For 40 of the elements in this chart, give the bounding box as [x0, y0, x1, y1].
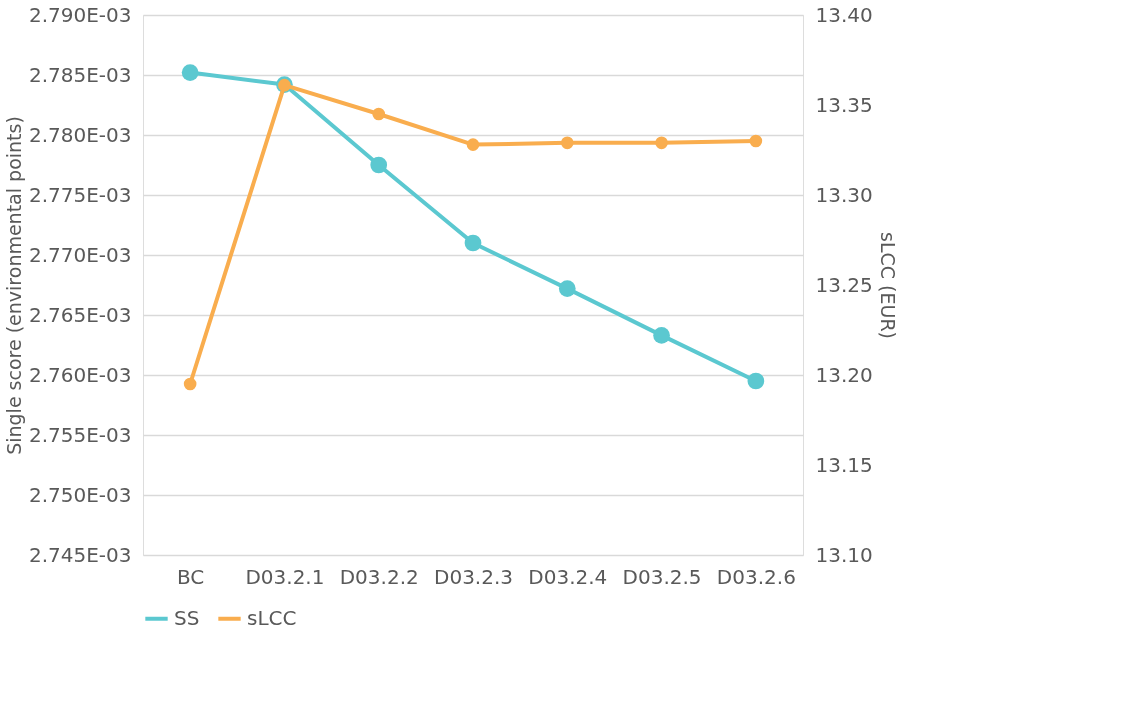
y-tick-label: 2.775E-03 — [28, 182, 132, 207]
y2-tick-label: 13.10 — [815, 542, 873, 567]
x-tick-label: D03.2.3 — [433, 564, 514, 589]
y2-tick-label: 13.25 — [815, 272, 873, 297]
x-tick-label: D03.2.6 — [716, 564, 796, 589]
x-tick-label: D03.2.5 — [622, 564, 702, 589]
legend-label: SS — [174, 605, 200, 630]
x-tick-label: D03.2.4 — [528, 564, 608, 589]
point — [655, 136, 668, 150]
point — [181, 64, 199, 81]
y-tick-label: 2.770E-03 — [28, 242, 132, 267]
x-tick-label: D03.2.2 — [339, 564, 419, 589]
y2-tick-label: 13.35 — [815, 92, 873, 117]
point — [372, 107, 386, 121]
point — [653, 327, 670, 344]
y-tick-label: 2.780E-03 — [28, 122, 132, 147]
point — [558, 280, 576, 297]
y2-tick-label: 13.40 — [815, 2, 873, 27]
point — [560, 136, 574, 150]
point — [464, 234, 482, 252]
legend-label: sLCC — [247, 605, 297, 630]
point — [183, 377, 197, 391]
y-tick-label: 2.755E-03 — [28, 422, 132, 447]
y-tick-label: 2.790E-03 — [28, 2, 132, 27]
y-axis-title: Single score (environmental points) — [2, 116, 25, 455]
x-tick-label: D03.2.1 — [245, 564, 325, 589]
point — [370, 156, 388, 174]
point — [749, 134, 763, 148]
y2-tick-label: 13.30 — [815, 182, 873, 207]
y-tick-label: 2.760E-03 — [28, 362, 132, 387]
y-tick-label: 2.745E-03 — [28, 542, 132, 567]
point — [747, 372, 765, 390]
x-tick-label: BC — [176, 564, 205, 589]
y2-tick-label: 13.15 — [815, 452, 873, 477]
y-tick-label: 2.765E-03 — [28, 302, 132, 327]
point — [466, 138, 480, 151]
y-tick-label: 2.750E-03 — [28, 482, 132, 507]
y2-tick-label: 13.20 — [815, 362, 873, 387]
y-tick-label: 2.785E-03 — [28, 62, 132, 87]
y2-axis-title: sLCC (EUR) — [876, 232, 899, 339]
